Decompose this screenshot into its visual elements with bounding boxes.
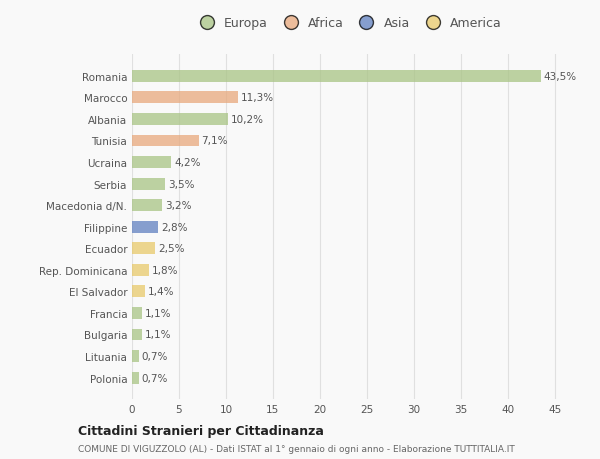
Bar <box>132 286 145 297</box>
Text: 3,5%: 3,5% <box>167 179 194 189</box>
Text: 4,2%: 4,2% <box>174 158 201 168</box>
Bar <box>132 114 228 126</box>
Bar <box>132 71 541 83</box>
Text: 0,7%: 0,7% <box>142 351 168 361</box>
Bar <box>132 178 165 190</box>
Text: COMUNE DI VIGUZZOLO (AL) - Dati ISTAT al 1° gennaio di ogni anno - Elaborazione : COMUNE DI VIGUZZOLO (AL) - Dati ISTAT al… <box>78 444 515 453</box>
Text: 3,2%: 3,2% <box>165 201 191 211</box>
Text: 43,5%: 43,5% <box>544 72 577 82</box>
Bar <box>132 264 149 276</box>
Bar <box>132 221 158 233</box>
Text: 1,8%: 1,8% <box>152 265 178 275</box>
Legend: Europa, Africa, Asia, America: Europa, Africa, Asia, America <box>190 13 506 34</box>
Bar <box>132 243 155 255</box>
Bar <box>132 157 172 168</box>
Bar <box>132 200 162 212</box>
Text: 11,3%: 11,3% <box>241 93 274 103</box>
Bar <box>132 135 199 147</box>
Bar <box>132 350 139 362</box>
Text: 1,1%: 1,1% <box>145 330 172 340</box>
Text: 2,8%: 2,8% <box>161 222 188 232</box>
Text: Cittadini Stranieri per Cittadinanza: Cittadini Stranieri per Cittadinanza <box>78 424 324 437</box>
Bar <box>132 308 142 319</box>
Bar <box>132 329 142 341</box>
Bar <box>132 92 238 104</box>
Text: 7,1%: 7,1% <box>202 136 228 146</box>
Text: 0,7%: 0,7% <box>142 373 168 383</box>
Text: 1,4%: 1,4% <box>148 287 175 297</box>
Text: 10,2%: 10,2% <box>230 115 263 125</box>
Text: 2,5%: 2,5% <box>158 244 185 254</box>
Text: 1,1%: 1,1% <box>145 308 172 318</box>
Bar <box>132 372 139 384</box>
